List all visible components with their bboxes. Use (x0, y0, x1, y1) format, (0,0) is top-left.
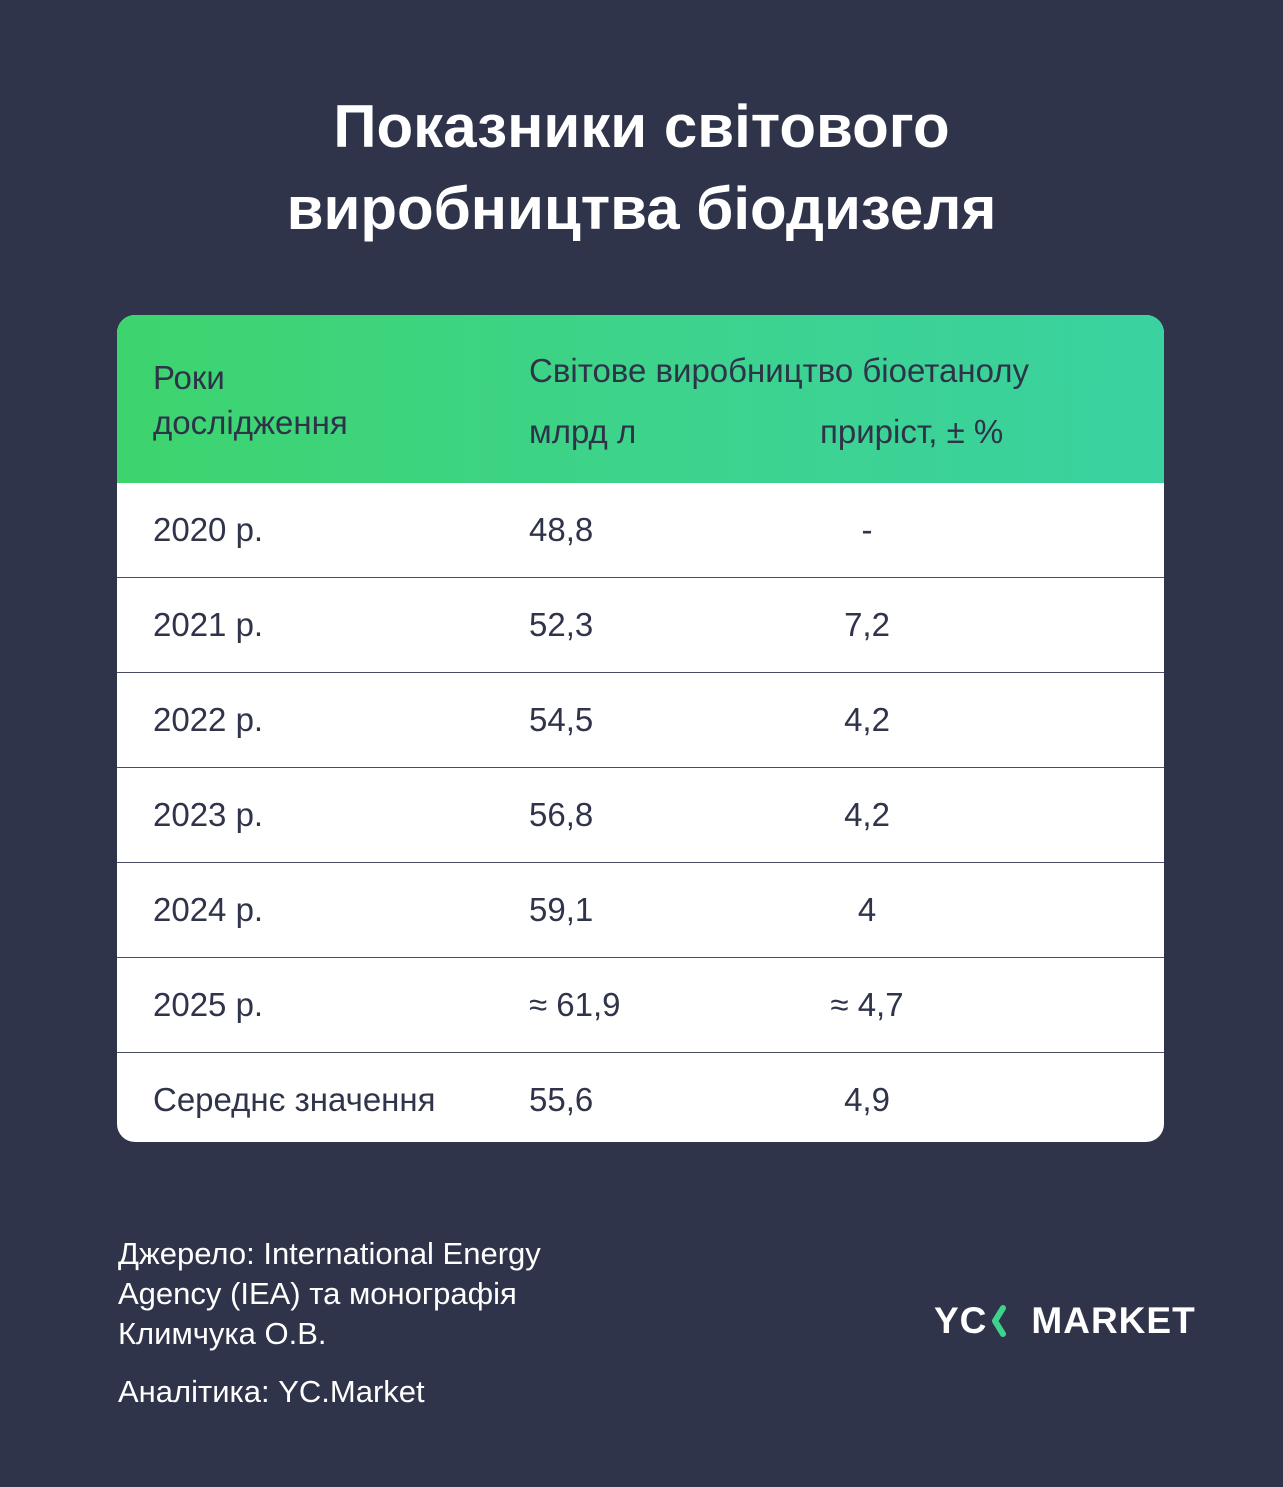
header-growth-column: приріст, ± % (820, 413, 1004, 450)
data-table: Роки дослідження Світове виробництво біо… (117, 315, 1164, 1142)
row-value: 54,5 (529, 701, 594, 738)
table-row: 2024 р. 59,1 4 (117, 862, 1164, 957)
brand-logo: YC MARKET (934, 1297, 1196, 1345)
row-value: 52,3 (529, 606, 594, 643)
row-growth: 4,9 (844, 1081, 890, 1118)
source-line-2: Agency (IEA) та монографія (118, 1276, 517, 1311)
row-year: 2024 р. (153, 891, 264, 928)
table-row: 2021 р. 52,3 7,2 (117, 577, 1164, 672)
row-value: 48,8 (529, 511, 594, 548)
header-years-line-1: Роки (153, 359, 225, 396)
row-growth: 7,2 (844, 606, 890, 643)
row-growth: ≈ 4,7 (830, 986, 904, 1023)
row-growth: 4,2 (844, 796, 890, 833)
table-row: 2023 р. 56,8 4,2 (117, 767, 1164, 862)
analytics-note: Аналітика: YC.Market (118, 1374, 425, 1409)
table-row: 2020 р. 48,8 - (117, 483, 1164, 577)
table-row: 2022 р. 54,5 4,2 (117, 672, 1164, 767)
row-year: 2023 р. (153, 796, 264, 833)
title-line-2: виробництва біодизеля (286, 175, 997, 242)
logo-mark-icon (992, 1305, 1007, 1337)
row-growth: 4,2 (844, 701, 890, 738)
row-year: 2025 р. (153, 986, 264, 1023)
table-header: Роки дослідження Світове виробництво біо… (117, 315, 1164, 483)
row-year: Середнє значення (153, 1081, 436, 1118)
page-title: Показники світового виробництва біодизел… (0, 86, 1283, 250)
row-value: 59,1 (529, 891, 594, 928)
row-value: 56,8 (529, 796, 594, 833)
row-year: 2020 р. (153, 511, 264, 548)
table-row: 2025 р. ≈ 61,9 ≈ 4,7 (117, 957, 1164, 1052)
logo-text-right: MARKET (1031, 1300, 1196, 1341)
row-year: 2022 р. (153, 701, 264, 738)
header-group-title: Світове виробництво біоетанолу (529, 352, 1029, 389)
header-value-column: млрд л (529, 413, 637, 450)
source-note: Джерело: International Energy Agency (IE… (118, 1234, 541, 1354)
row-growth: - (861, 511, 873, 548)
header-years: Роки дослідження (153, 355, 348, 445)
table-body: 2020 р. 48,8 - 2021 р. 52,3 7,2 2022 р. 54,5 4,2… (117, 483, 1164, 1142)
source-line-3: Климчука О.В. (118, 1316, 327, 1351)
source-line-1: Джерело: International Energy (118, 1236, 541, 1271)
row-value: ≈ 61,9 (529, 986, 621, 1023)
row-growth: 4 (857, 891, 877, 928)
header-years-line-2: дослідження (153, 404, 348, 441)
row-value: 55,6 (529, 1081, 594, 1118)
row-year: 2021 р. (153, 606, 264, 643)
table-row: Середнє значення 55,6 4,9 (117, 1052, 1164, 1142)
title-line-1: Показники світового (333, 93, 950, 160)
logo-text-left: YC (934, 1300, 988, 1341)
